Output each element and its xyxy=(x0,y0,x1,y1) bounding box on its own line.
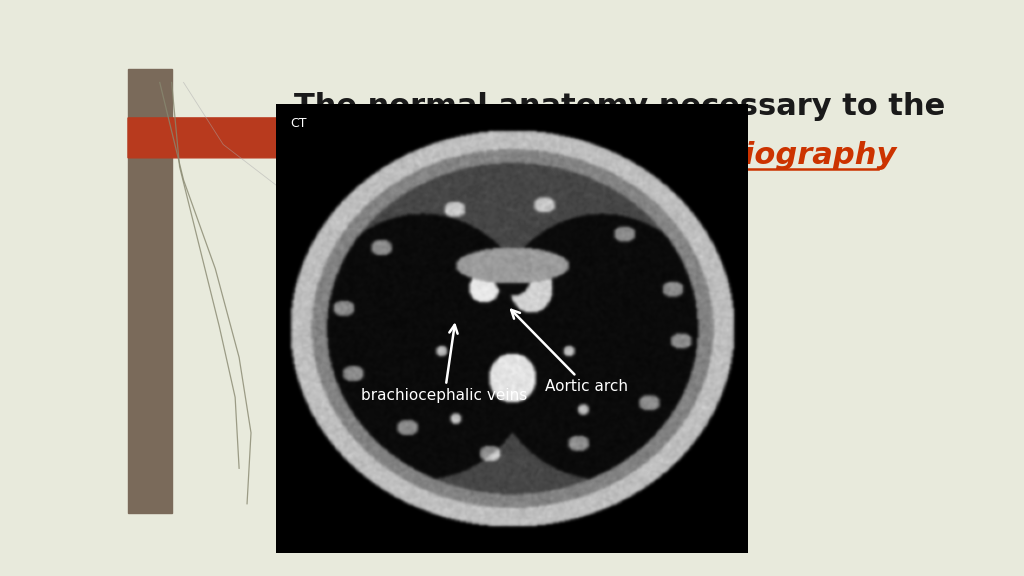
Text: Aortic arch: Aortic arch xyxy=(511,310,628,394)
Text: brachiocephalic veins: brachiocephalic veins xyxy=(361,325,527,403)
Bar xyxy=(128,69,172,513)
Polygon shape xyxy=(128,118,299,158)
Text: respiratory system angiography: respiratory system angiography xyxy=(343,141,897,170)
Text: CT: CT xyxy=(291,117,307,130)
Text: The normal anatomy necessary to the: The normal anatomy necessary to the xyxy=(295,92,945,122)
